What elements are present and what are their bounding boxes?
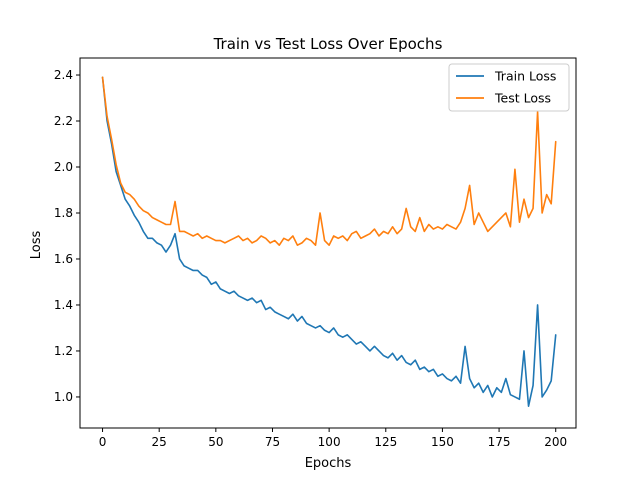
x-tick-label: 75: [265, 435, 280, 449]
y-tick-label: 1.4: [54, 298, 73, 312]
x-tick-label: 150: [431, 435, 454, 449]
x-tick-label: 50: [208, 435, 223, 449]
x-tick-label: 125: [374, 435, 397, 449]
axes-frame: [79, 57, 577, 429]
x-tick-label: 25: [152, 435, 167, 449]
series-line-train-loss: [101, 76, 557, 407]
y-tick-label: 1.2: [54, 344, 73, 358]
plot-area: 0 25 50 75 100 125 150 175 200 1.0 1.2 1.4 1.6 1.8 2.0…: [54, 57, 577, 449]
series-line-test-loss: [101, 76, 557, 246]
legend-label: Test Loss: [494, 91, 551, 106]
y-tick-label: 1.6: [54, 252, 73, 266]
y-tick-label: 2.4: [54, 68, 73, 82]
x-axis-label: Epochs: [305, 456, 352, 471]
y-tick-label: 2.0: [54, 160, 73, 174]
y-axis-label: Loss: [29, 231, 44, 260]
x-tick-label: 100: [318, 435, 341, 449]
y-tick-label: 1.8: [54, 206, 73, 220]
y-tick-label: 2.2: [54, 114, 73, 128]
x-tick-label: 200: [544, 435, 567, 449]
chart-title: Train vs Test Loss Over Epochs: [213, 35, 443, 53]
legend-label: Train Loss: [494, 69, 556, 84]
legend: Train Loss Test Loss: [448, 63, 570, 112]
x-tick-label: 175: [488, 435, 511, 449]
y-tick-label: 1.0: [54, 390, 73, 404]
x-tick-label: 0: [99, 435, 107, 449]
